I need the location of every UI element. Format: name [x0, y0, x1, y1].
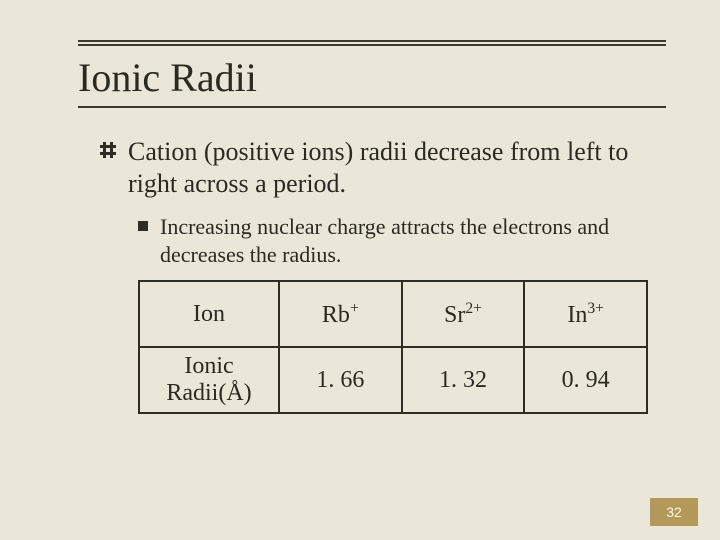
ion-cell: Sr2+ [402, 281, 525, 347]
page-number: 32 [666, 504, 682, 520]
table-row: Ionic Radii(Å) 1. 66 1. 32 0. 94 [139, 347, 647, 413]
radius-cell: 1. 66 [279, 347, 402, 413]
bullet1-text: Cation (positive ions) radii decrease fr… [128, 136, 656, 199]
ion-cell: In3+ [524, 281, 647, 347]
row-label: Ion [139, 281, 279, 347]
radius-cell: 1. 32 [402, 347, 525, 413]
bullet-level2: Increasing nuclear charge attracts the e… [138, 213, 656, 268]
title-underline [78, 106, 666, 108]
bullet2-text: Increasing nuclear charge attracts the e… [160, 213, 656, 268]
ionic-radii-table: Ion Rb+ Sr2+ In3+ Ionic Radii(Å) 1. 66 1… [138, 280, 656, 414]
content-area: Cation (positive ions) radii decrease fr… [100, 136, 656, 414]
hash-bullet-icon [100, 142, 116, 199]
table-row: Ion Rb+ Sr2+ In3+ [139, 281, 647, 347]
ion-cell: Rb+ [279, 281, 402, 347]
radius-cell: 0. 94 [524, 347, 647, 413]
slide-title: Ionic Radii [78, 54, 257, 101]
bullet-level1: Cation (positive ions) radii decrease fr… [100, 136, 656, 199]
page-number-badge: 32 [650, 498, 698, 526]
square-bullet-icon [138, 221, 148, 231]
row-label: Ionic Radii(Å) [139, 347, 279, 413]
top-double-rule [78, 40, 666, 42]
